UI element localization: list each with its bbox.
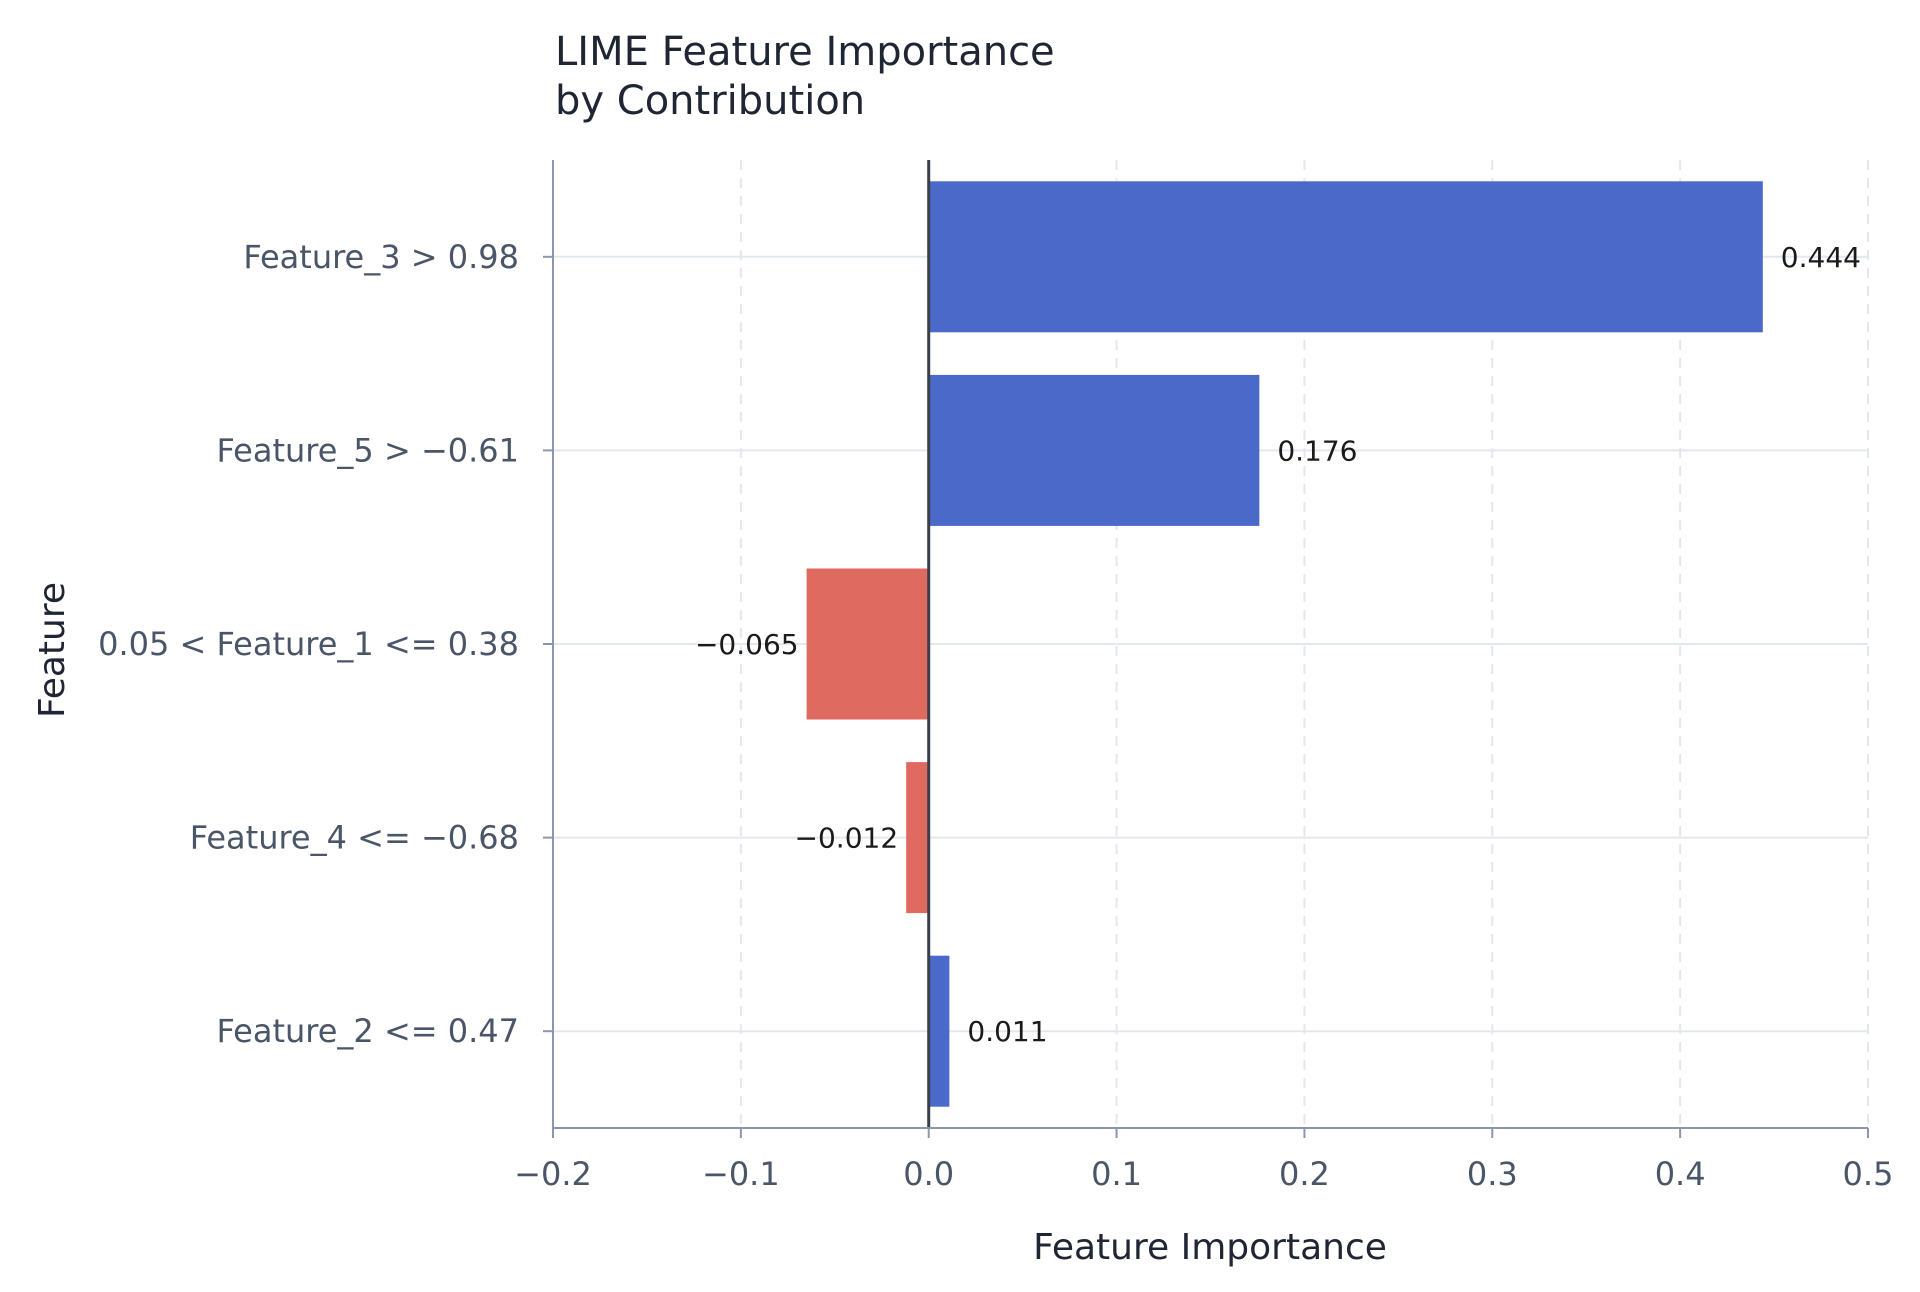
x-tick-label: −0.1 bbox=[702, 1155, 780, 1193]
bar-4 bbox=[906, 762, 929, 914]
x-tick-label: 0.2 bbox=[1279, 1155, 1330, 1193]
bar-2 bbox=[928, 374, 1260, 526]
x-tick-label: −0.2 bbox=[514, 1155, 592, 1193]
y-tick-label: 0.05 < Feature_1 <= 0.38 bbox=[98, 625, 519, 663]
y-tick-label: Feature_4 <= −0.68 bbox=[190, 819, 519, 857]
y-tick-labels: Feature_3 > 0.98 Feature_5 > −0.61 0.05 < … bbox=[98, 238, 553, 1050]
bar-1 bbox=[928, 181, 1763, 333]
data-label: 0.011 bbox=[967, 1015, 1047, 1048]
chart-title: LIME Feature Importance by Contribution bbox=[555, 29, 1055, 124]
y-tick-label: Feature_3 > 0.98 bbox=[243, 238, 519, 276]
bars bbox=[806, 181, 1763, 1107]
data-label: 0.176 bbox=[1277, 434, 1357, 467]
x-tick-labels: −0.2 −0.1 0.0 0.1 0.2 0.3 0.4 0.5 bbox=[514, 1128, 1893, 1193]
x-tick-label: 0.0 bbox=[903, 1155, 954, 1193]
bar-5 bbox=[928, 955, 950, 1107]
data-label: 0.444 bbox=[1781, 241, 1861, 274]
x-tick-label: 0.3 bbox=[1467, 1155, 1518, 1193]
x-tick-label: 0.1 bbox=[1091, 1155, 1142, 1193]
y-tick-label: Feature_5 > −0.61 bbox=[217, 431, 520, 469]
data-label: −0.065 bbox=[695, 628, 799, 661]
x-axis-label: Feature Importance bbox=[1033, 1227, 1387, 1268]
y-axis-label: Feature bbox=[32, 582, 73, 718]
x-tick-label: 0.5 bbox=[1843, 1155, 1894, 1193]
x-tick-label: 0.4 bbox=[1655, 1155, 1706, 1193]
chart-title-line-1: LIME Feature Importance bbox=[555, 29, 1055, 75]
chart-title-line-2: by Contribution bbox=[555, 78, 865, 124]
bar-3 bbox=[806, 568, 929, 720]
data-labels: 0.444 0.176 −0.065 −0.012 0.011 bbox=[695, 241, 1861, 1048]
data-label: −0.012 bbox=[795, 822, 899, 855]
y-tick-label: Feature_2 <= 0.47 bbox=[217, 1012, 520, 1050]
